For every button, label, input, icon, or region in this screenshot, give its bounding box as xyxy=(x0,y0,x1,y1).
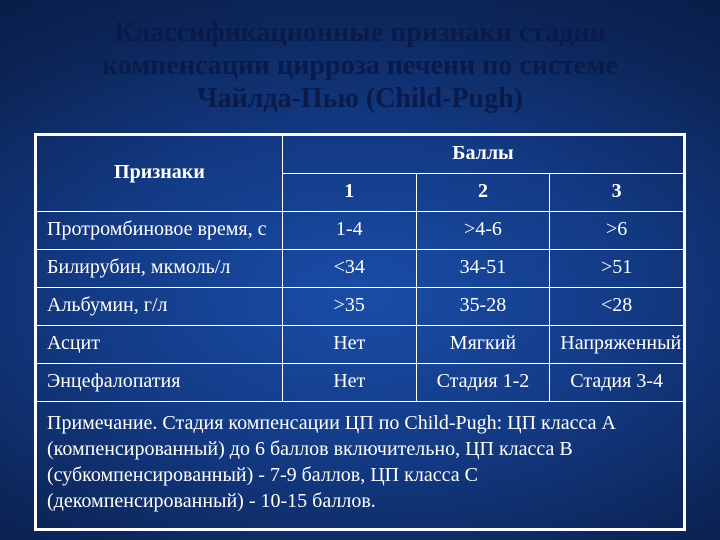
cell-value: <34 xyxy=(282,250,416,288)
table-row: Асцит Нет Мягкий Напряженный xyxy=(37,326,684,364)
cell-value: 35-28 xyxy=(416,288,550,326)
cell-value: Стадия 3-4 xyxy=(550,364,684,402)
header-features: Признаки xyxy=(37,136,283,212)
slide: Классификационные признаки стадии компен… xyxy=(0,0,720,540)
cell-value: Нет xyxy=(282,364,416,402)
cell-value: Мягкий xyxy=(416,326,550,364)
table-row: Протромбиновое время, с 1-4 >4-6 >6 xyxy=(37,212,684,250)
cell-value: >6 xyxy=(550,212,684,250)
cell-value: Напряженный xyxy=(550,326,684,364)
title-line-2: компенсации цирроза печени по системе xyxy=(102,50,618,81)
cell-value: 1-4 xyxy=(282,212,416,250)
title-line-3: Чайлда-Пью (Child-Pugh) xyxy=(197,83,523,114)
cell-value: <28 xyxy=(550,288,684,326)
cell-feature: Альбумин, г/л xyxy=(37,288,283,326)
classification-table: Признаки Баллы 1 2 3 Протромбиновое врем… xyxy=(34,133,686,531)
cell-value: >51 xyxy=(550,250,684,288)
cell-feature: Энцефалопатия xyxy=(37,364,283,402)
header-score-3: 3 xyxy=(550,174,684,212)
cell-feature: Протромбиновое время, с xyxy=(37,212,283,250)
cell-feature: Асцит xyxy=(37,326,283,364)
title-line-1: Классификационные признаки стадии xyxy=(114,17,605,48)
table-row: Билирубин, мкмоль/л <34 34-51 >51 xyxy=(37,250,684,288)
table-row: Энцефалопатия Нет Стадия 1-2 Стадия 3-4 xyxy=(37,364,684,402)
cell-value: 34-51 xyxy=(416,250,550,288)
header-scores: Баллы xyxy=(282,136,683,174)
cell-feature: Билирубин, мкмоль/л xyxy=(37,250,283,288)
cell-value: Стадия 1-2 xyxy=(416,364,550,402)
cell-value: Нет xyxy=(282,326,416,364)
cell-value: >4-6 xyxy=(416,212,550,250)
header-score-1: 1 xyxy=(282,174,416,212)
table-note: Примечание. Стадия компенсации ЦП по Chi… xyxy=(37,402,684,529)
table: Признаки Баллы 1 2 3 Протромбиновое врем… xyxy=(36,135,684,529)
note-row: Примечание. Стадия компенсации ЦП по Chi… xyxy=(37,402,684,529)
header-score-2: 2 xyxy=(416,174,550,212)
table-row: Альбумин, г/л >35 35-28 <28 xyxy=(37,288,684,326)
cell-value: >35 xyxy=(282,288,416,326)
slide-title: Классификационные признаки стадии компен… xyxy=(40,16,680,115)
header-row-1: Признаки Баллы xyxy=(37,136,684,174)
